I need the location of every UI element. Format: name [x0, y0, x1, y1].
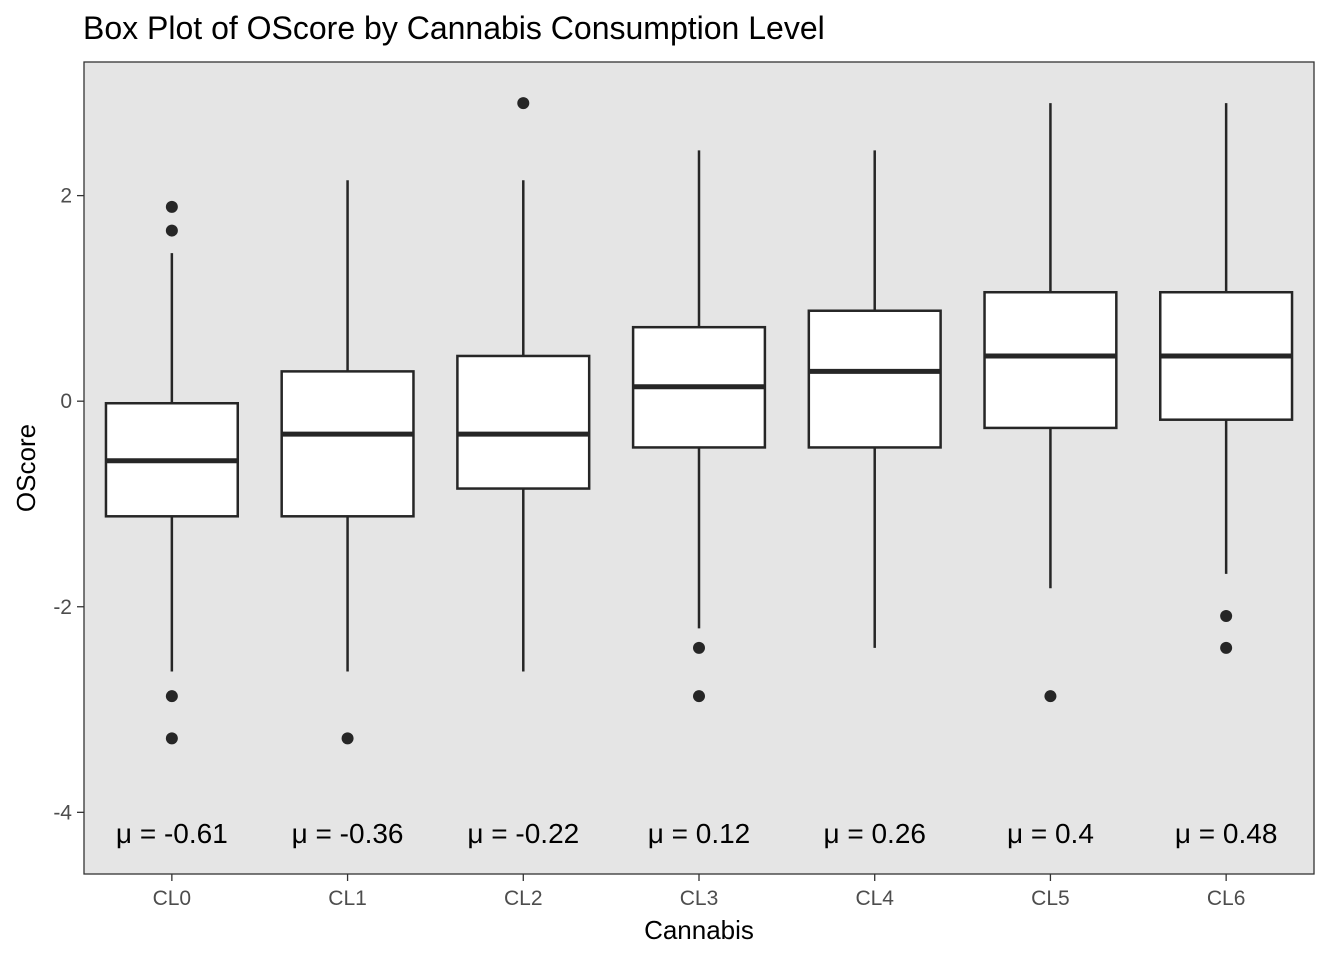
mean-annotation-cl1: μ = -0.36 [292, 818, 404, 849]
box-group-cl1: μ = -0.36 [280, 180, 415, 849]
box-group-cl3: μ = 0.12 [631, 150, 767, 849]
plot-marks: μ = -0.61 μ = -0.36 μ = -0.22 μ = 0.12 μ = 0… [104, 97, 1294, 849]
outlier-point-cl0-0 [165, 200, 178, 213]
x-tick-label: CL2 [504, 887, 543, 910]
mean-annotation-cl0: μ = -0.61 [116, 818, 228, 849]
y-tick-label: -2 [53, 596, 72, 619]
y-tick-label: 2 [60, 185, 72, 208]
x-tick-label: CL4 [855, 887, 894, 910]
y-axis: -4 -2 0 2 [53, 185, 84, 824]
y-tick-label: -4 [53, 801, 72, 824]
outlier-point-cl0-2 [165, 690, 178, 703]
x-tick-label: CL1 [328, 887, 367, 910]
outlier-point-cl2-0 [517, 97, 530, 110]
mean-annotation-cl5: μ = 0.4 [1007, 818, 1094, 849]
outlier-point-cl0-1 [165, 224, 178, 237]
x-axis: CL0 CL1 CL2 CL3 CL4 CL5 CL6 [153, 874, 1246, 910]
box-group-cl6: μ = 0.48 [1159, 103, 1294, 849]
box-group-cl4: μ = 0.26 [807, 150, 942, 849]
chart-title: Box Plot of OScore by Cannabis Consumpti… [83, 10, 825, 46]
x-tick-label: CL0 [153, 887, 192, 910]
y-tick-label: 0 [60, 390, 72, 413]
x-tick-label: CL3 [680, 887, 719, 910]
box-group-cl5: μ = 0.4 [983, 103, 1118, 849]
mean-annotation-cl2: μ = -0.22 [467, 818, 579, 849]
outlier-point-cl6-0 [1220, 610, 1233, 623]
y-axis-title: OScore [11, 424, 41, 512]
mean-annotation-cl3: μ = 0.12 [648, 818, 751, 849]
mean-annotation-cl6: μ = 0.48 [1175, 818, 1278, 849]
x-axis-title: Cannabis [644, 915, 754, 945]
box-cl2 [456, 354, 591, 490]
box-cl4 [807, 309, 942, 449]
outlier-point-cl0-3 [165, 732, 178, 745]
box-cl5 [983, 290, 1118, 430]
box-group-cl0: μ = -0.61 [104, 200, 240, 849]
outlier-point-cl6-1 [1220, 641, 1233, 654]
box-cl1 [280, 370, 415, 518]
x-tick-label: CL6 [1207, 887, 1246, 910]
outlier-point-cl3-1 [693, 690, 705, 703]
x-tick-label: CL5 [1031, 887, 1070, 910]
outlier-point-cl3-0 [693, 641, 705, 654]
box-group-cl2: μ = -0.22 [456, 97, 591, 849]
mean-annotation-cl4: μ = 0.26 [823, 818, 926, 849]
outlier-point-cl5-0 [1044, 690, 1057, 703]
outlier-point-cl1-0 [341, 732, 354, 745]
